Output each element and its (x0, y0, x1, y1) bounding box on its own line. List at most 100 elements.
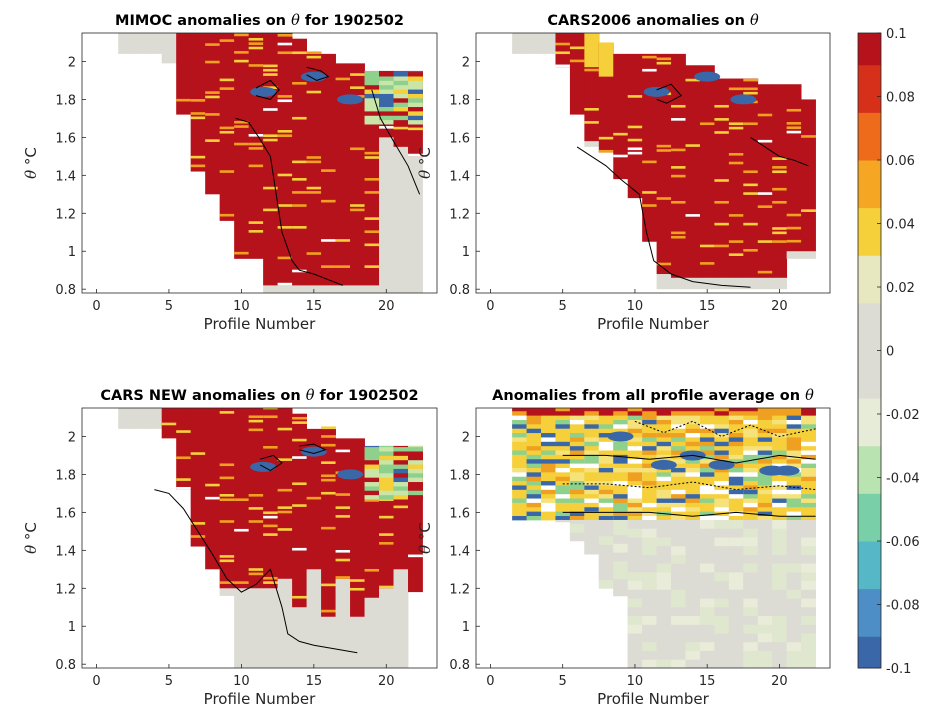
anomaly-cell (379, 490, 394, 495)
neutral-cell (743, 528, 758, 537)
anomaly-cell (394, 89, 409, 94)
colorbar-swatch (858, 128, 881, 144)
anomaly-cell (379, 516, 394, 519)
anomaly-cell (787, 131, 802, 134)
anomaly-cell (379, 482, 394, 487)
neutral-cell (657, 607, 672, 616)
x-tick-label: 0 (92, 299, 100, 314)
neutral-cell (642, 589, 657, 598)
anomaly-cell (292, 204, 307, 207)
neutral-cell (628, 633, 643, 642)
anomaly-cell (686, 503, 701, 508)
anomaly-cell (250, 87, 276, 97)
neutral-cell (671, 651, 686, 660)
anomaly-cell (599, 424, 614, 429)
y-tick-label: 1.8 (55, 93, 76, 108)
neutral-cell (628, 555, 643, 564)
neutral-cell (729, 633, 744, 642)
anomaly-cell (584, 468, 599, 473)
anomaly-cell (527, 516, 542, 521)
anomaly-cell (671, 118, 686, 121)
anomaly-cell (379, 446, 394, 447)
anomaly-cell (628, 147, 643, 150)
anomaly-cell (758, 420, 773, 425)
anomaly-cell (787, 433, 802, 438)
neutral-cell (541, 33, 556, 54)
anomaly-cell (628, 485, 643, 490)
anomaly-cell (263, 209, 278, 212)
x-tick-label: 5 (559, 674, 567, 689)
anomaly-cell (671, 201, 686, 204)
colorbar-swatch (858, 366, 881, 382)
neutral-cell (758, 555, 773, 564)
anomaly-cell (512, 408, 527, 411)
neutral-cell (657, 624, 672, 633)
anomaly-cell (729, 411, 744, 416)
neutral-cell (379, 137, 394, 293)
anomaly-cell (394, 446, 409, 447)
anomaly-cell (555, 420, 570, 425)
anomaly-cell (365, 569, 380, 572)
anomaly-cell (657, 489, 672, 494)
anomaly-cell (714, 437, 729, 442)
y-tick-label: 1.2 (449, 582, 470, 597)
anomaly-cell (307, 187, 322, 190)
anomaly-cell (555, 476, 570, 481)
anomaly-cell (570, 494, 585, 499)
neutral-cell (671, 598, 686, 607)
anomaly-cell (743, 428, 758, 433)
anomaly-cell (772, 450, 787, 455)
anomaly-cell (787, 214, 802, 217)
anomaly-cell (555, 428, 570, 433)
anomaly-cell (628, 468, 643, 473)
neutral-cell (700, 546, 715, 555)
y-tick-label: 2 (462, 55, 470, 70)
neutral-cell (729, 598, 744, 607)
anomaly-cell (220, 87, 235, 90)
anomaly-cell (408, 490, 423, 495)
neutral-cell (801, 555, 816, 564)
anomaly-cell (541, 516, 556, 521)
colorbar-tick-label: -0.06 (886, 535, 920, 550)
y-tick-label: 1.4 (449, 169, 470, 184)
anomaly-cell (541, 428, 556, 433)
anomaly-cell (527, 424, 542, 429)
neutral-cell (772, 642, 787, 651)
anomaly-cell (408, 120, 423, 125)
anomaly-cell (743, 507, 758, 512)
anomaly-cell (408, 85, 423, 90)
anomaly-cell (278, 134, 293, 137)
anomaly-cell (801, 489, 816, 494)
anomaly-cell (336, 550, 351, 553)
neutral-cell (758, 624, 773, 633)
neutral-cell (700, 528, 715, 537)
anomaly-cell (570, 420, 585, 425)
anomaly-cell (801, 415, 816, 420)
anomaly-cell (787, 503, 802, 508)
neutral-cell (787, 528, 802, 537)
anomaly-cell (772, 424, 787, 429)
anomaly-cell (772, 489, 787, 494)
anomaly-cell (743, 122, 758, 125)
anomaly-cell (527, 433, 542, 438)
anomaly-cell (205, 484, 220, 487)
neutral-cell (657, 520, 672, 529)
anomaly-cell (365, 477, 380, 482)
neutral-cell (787, 598, 802, 607)
anomaly-cell (657, 441, 672, 446)
anomaly-cell (512, 424, 527, 429)
neutral-cell (671, 528, 686, 537)
anomaly-cell (714, 411, 729, 416)
anomaly-cell (671, 408, 686, 411)
anomaly-cell (657, 408, 672, 411)
anomaly-cell (278, 34, 293, 37)
y-tick-label: 1.6 (449, 131, 470, 146)
anomaly-cell (191, 156, 206, 159)
neutral-cell (743, 633, 758, 642)
colorbar-swatch (858, 224, 881, 240)
anomaly-cell (671, 494, 686, 499)
colorbar-swatch (858, 287, 881, 303)
anomaly-cell (263, 525, 278, 528)
anomaly-cell (671, 149, 686, 152)
anomaly-cell (379, 533, 394, 536)
